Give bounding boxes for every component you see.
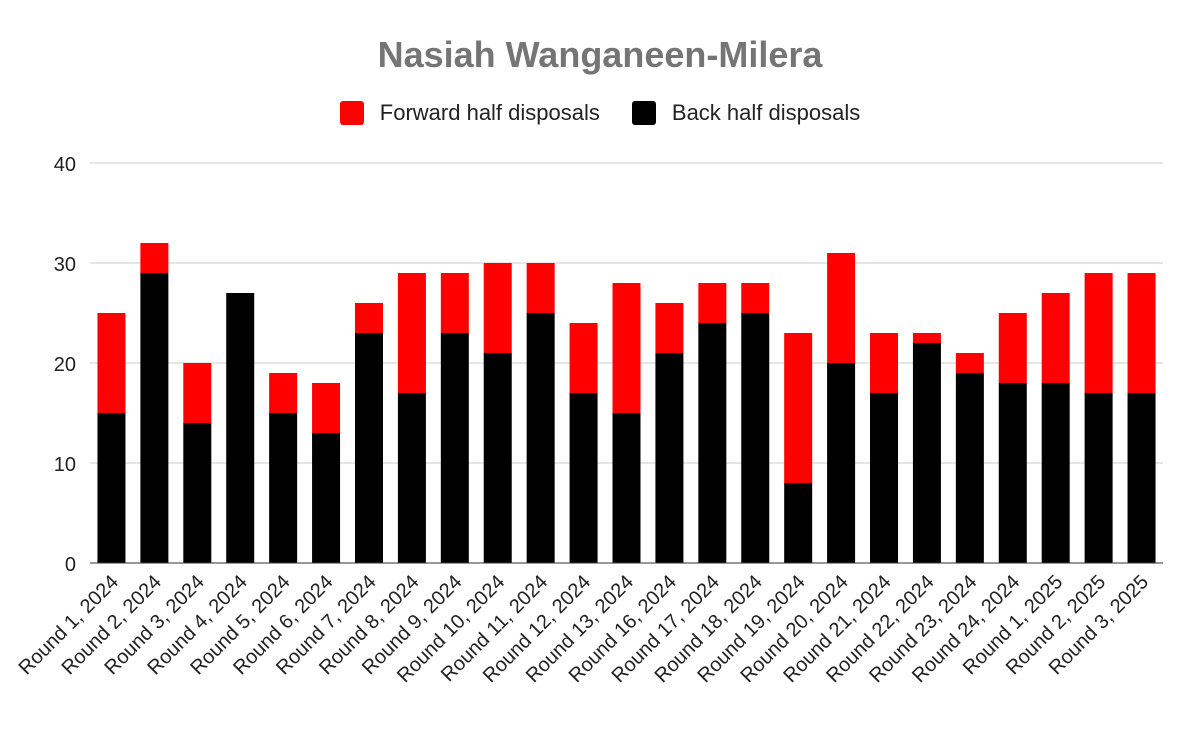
- bar-forward-half: [741, 283, 770, 313]
- bar-back-half: [226, 293, 255, 563]
- bar-back-half: [354, 333, 383, 563]
- bar-back-half: [97, 413, 126, 563]
- bar-forward-half: [140, 243, 169, 273]
- bar-forward-half: [397, 273, 426, 393]
- bar-back-half: [912, 343, 941, 563]
- bar-back-half: [526, 313, 555, 563]
- bar-forward-half: [1084, 273, 1113, 393]
- bar-forward-half: [483, 263, 512, 353]
- bar-back-half: [698, 323, 727, 563]
- legend-label-back: Back half disposals: [671, 100, 861, 125]
- y-tick-label: 20: [54, 354, 76, 376]
- bar-forward-half: [612, 283, 641, 413]
- bar-forward-half: [440, 273, 469, 333]
- bar-forward-half: [569, 323, 598, 393]
- bar-back-half: [183, 423, 212, 563]
- legend-swatch-back: [631, 101, 656, 125]
- bar-forward-half: [870, 333, 899, 393]
- bar-forward-half: [312, 383, 341, 433]
- legend-swatch-forward: [339, 101, 364, 125]
- y-tick-label: 10: [54, 454, 76, 476]
- bar-back-half: [140, 273, 169, 563]
- bar-back-half: [269, 413, 298, 563]
- y-tick-label: 30: [54, 254, 76, 276]
- bar-forward-half: [183, 363, 212, 423]
- bar-forward-half: [827, 253, 856, 363]
- y-tick-label: 40: [54, 154, 76, 176]
- y-tick-label: 0: [65, 554, 76, 576]
- legend-item-back: Back half disposals: [631, 100, 861, 126]
- bar-forward-half: [97, 313, 126, 413]
- bar-forward-half: [354, 303, 383, 333]
- bar-forward-half: [912, 333, 941, 343]
- bar-back-half: [741, 313, 770, 563]
- legend-label-forward: Forward half disposals: [379, 100, 600, 125]
- bar-forward-half: [526, 263, 555, 313]
- bar-forward-half: [655, 303, 684, 353]
- bar-forward-half: [1041, 293, 1070, 383]
- bar-back-half: [312, 433, 341, 563]
- bar-forward-half: [698, 283, 727, 323]
- bar-back-half: [655, 353, 684, 563]
- bar-forward-half: [998, 313, 1027, 383]
- bar-back-half: [397, 393, 426, 563]
- bar-forward-half: [269, 373, 298, 413]
- bar-back-half: [827, 363, 856, 563]
- bar-back-half: [1041, 383, 1070, 563]
- bar-back-half: [1084, 393, 1113, 563]
- bar-back-half: [569, 393, 598, 563]
- bar-back-half: [612, 413, 641, 563]
- bar-forward-half: [955, 353, 984, 373]
- bar-back-half: [784, 483, 813, 563]
- chart-title: Nasiah Wanganeen-Milera: [377, 34, 823, 75]
- bar-back-half: [1127, 393, 1156, 563]
- bar-back-half: [483, 353, 512, 563]
- legend: Forward half disposals Back half disposa…: [0, 100, 1200, 126]
- bar-forward-half: [784, 333, 813, 483]
- bar-back-half: [440, 333, 469, 563]
- bar-forward-half: [1127, 273, 1156, 393]
- bar-back-half: [870, 393, 899, 563]
- legend-item-forward: Forward half disposals: [339, 100, 600, 126]
- bar-back-half: [998, 383, 1027, 563]
- bar-back-half: [955, 373, 984, 563]
